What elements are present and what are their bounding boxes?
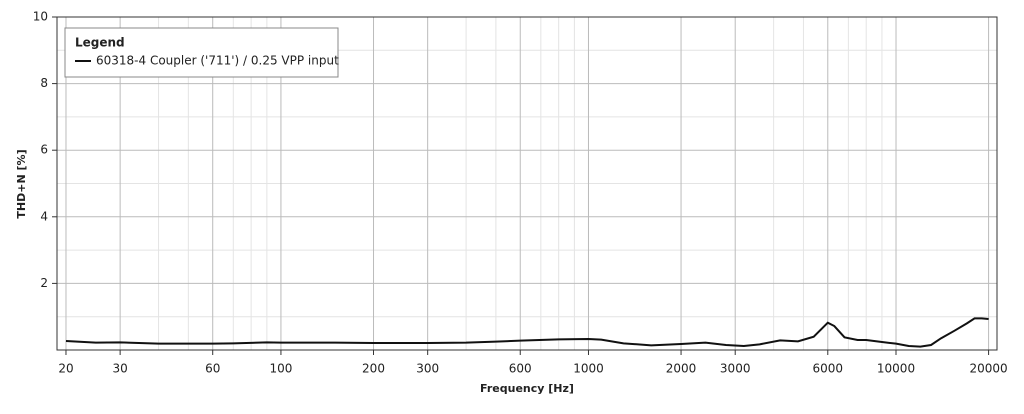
y-tick-label: 8: [40, 76, 48, 90]
x-tick-label: 30: [112, 362, 127, 376]
x-tick-label: 200: [362, 362, 385, 376]
x-tick-label: 60: [205, 362, 220, 376]
x-tick-label: 20: [58, 362, 73, 376]
plot-frame: [56, 16, 998, 351]
x-tick-label: 300: [416, 362, 439, 376]
x-tick-label: 10000: [877, 362, 915, 376]
legend-label: 60318-4 Coupler ('711') / 0.25 VPP input: [96, 54, 339, 68]
legend-title: Legend: [75, 36, 125, 50]
x-tick-label: 3000: [720, 362, 751, 376]
y-tick-label: 2: [40, 276, 48, 290]
data-line: [65, 317, 989, 348]
x-tick-label: 2000: [666, 362, 697, 376]
x-tick-label: 100: [269, 362, 292, 376]
x-axis-title: Frequency [Hz]: [480, 382, 574, 395]
y-tick-label: 6: [40, 143, 48, 157]
y-axis-title: THD+N [%]: [15, 149, 28, 218]
legend: Legend 60318-4 Coupler ('711') / 0.25 VPP…: [64, 27, 339, 78]
x-tick-label: 600: [509, 362, 532, 376]
y-tick-label: 4: [40, 209, 48, 223]
x-tick-label: 6000: [813, 362, 844, 376]
legend-box: [64, 27, 339, 78]
x-tick-label: 20000: [969, 362, 1007, 376]
x-tick-label: 1000: [573, 362, 604, 376]
y-tick-label: 10: [33, 10, 48, 24]
